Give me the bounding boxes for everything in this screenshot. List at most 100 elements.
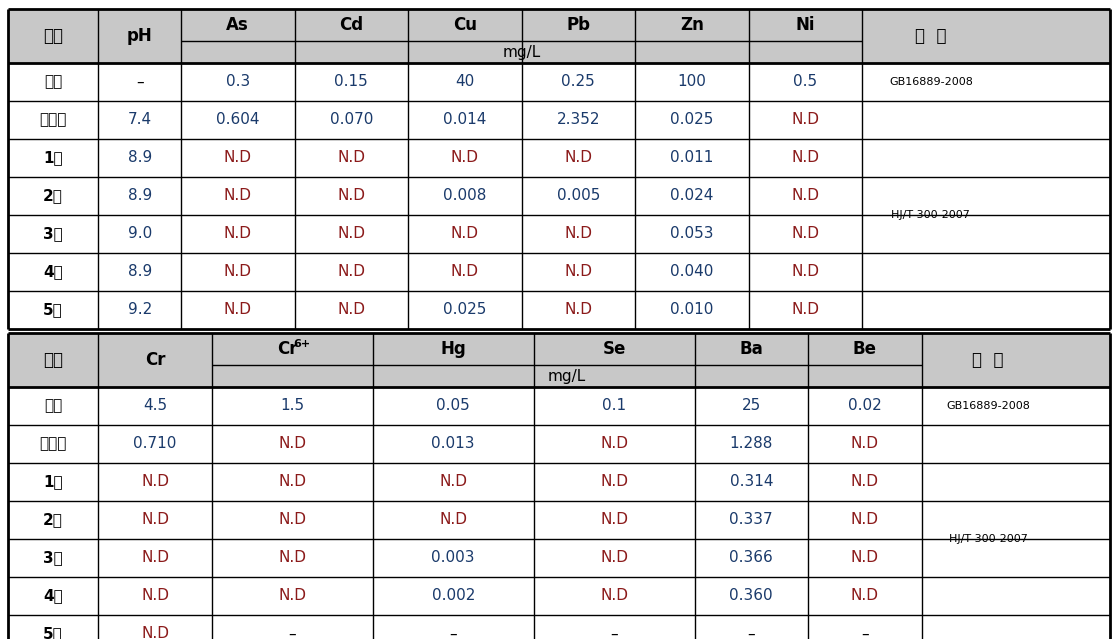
Text: N.D: N.D	[792, 112, 819, 128]
Bar	[8, 333, 1110, 387]
Text: N.D: N.D	[439, 475, 467, 489]
Text: 9.0: 9.0	[127, 226, 152, 242]
Text: mg/L: mg/L	[502, 45, 541, 59]
Text: 0.314: 0.314	[730, 475, 773, 489]
Text: 0.002: 0.002	[432, 589, 475, 603]
Text: N.D: N.D	[338, 189, 366, 203]
Text: HJ/T 300-2007: HJ/T 300-2007	[891, 210, 970, 220]
Text: N.D: N.D	[278, 589, 306, 603]
Text: N.D: N.D	[224, 151, 252, 166]
Text: 3회: 3회	[44, 551, 63, 566]
Text: 0.25: 0.25	[561, 75, 595, 89]
Text: N.D: N.D	[792, 151, 819, 166]
Text: 4회: 4회	[44, 589, 63, 603]
Text: 1.5: 1.5	[281, 399, 304, 413]
Text: N.D: N.D	[224, 189, 252, 203]
Text: 0.337: 0.337	[729, 512, 774, 528]
Text: N.D: N.D	[792, 226, 819, 242]
Text: 0.014: 0.014	[443, 112, 486, 128]
Text: N.D: N.D	[851, 436, 879, 452]
Text: N.D: N.D	[565, 265, 593, 279]
Text: 처리전: 처리전	[39, 112, 67, 128]
Text: Ni: Ni	[796, 16, 815, 34]
Text: 0.710: 0.710	[133, 436, 177, 452]
Text: 구분: 구분	[44, 351, 64, 369]
Text: 25: 25	[741, 399, 761, 413]
Text: 0.003: 0.003	[432, 551, 475, 566]
Bar	[8, 9, 1110, 63]
Bar	[8, 387, 1110, 639]
Text: N.D: N.D	[600, 436, 628, 452]
Text: N.D: N.D	[439, 512, 467, 528]
Text: Be: Be	[853, 340, 877, 358]
Text: –: –	[748, 626, 755, 639]
Text: 8.9: 8.9	[127, 151, 152, 166]
Text: N.D: N.D	[141, 626, 169, 639]
Text: 3회: 3회	[44, 226, 63, 242]
Text: N.D: N.D	[600, 512, 628, 528]
Text: N.D: N.D	[224, 302, 252, 318]
Text: N.D: N.D	[565, 302, 593, 318]
Text: –: –	[136, 75, 143, 89]
Text: N.D: N.D	[600, 475, 628, 489]
Text: 0.604: 0.604	[216, 112, 259, 128]
Text: N.D: N.D	[565, 226, 593, 242]
Text: 0.025: 0.025	[670, 112, 713, 128]
Text: Se: Se	[603, 340, 626, 358]
Text: 40: 40	[455, 75, 474, 89]
Text: HJ/T 300-2007: HJ/T 300-2007	[949, 534, 1027, 544]
Text: pH: pH	[126, 27, 152, 45]
Text: N.D: N.D	[338, 302, 366, 318]
Text: 비  고: 비 고	[916, 27, 947, 45]
Text: 0.040: 0.040	[670, 265, 713, 279]
Text: N.D: N.D	[141, 551, 169, 566]
Text: 1회: 1회	[44, 151, 63, 166]
Text: 1회: 1회	[44, 475, 63, 489]
Text: N.D: N.D	[851, 475, 879, 489]
Text: 2회: 2회	[44, 189, 63, 203]
Text: 0.053: 0.053	[670, 226, 713, 242]
Text: 비  고: 비 고	[973, 351, 1004, 369]
Text: N.D: N.D	[278, 551, 306, 566]
Text: 8.9: 8.9	[127, 189, 152, 203]
Text: 구분: 구분	[44, 27, 64, 45]
Text: N.D: N.D	[224, 265, 252, 279]
Text: GB16889-2008: GB16889-2008	[889, 77, 973, 87]
Text: N.D: N.D	[851, 512, 879, 528]
Text: –: –	[288, 626, 296, 639]
Text: 0.5: 0.5	[794, 75, 817, 89]
Text: N.D: N.D	[600, 589, 628, 603]
Text: N.D: N.D	[792, 189, 819, 203]
Text: N.D: N.D	[278, 475, 306, 489]
Text: Cu: Cu	[453, 16, 476, 34]
Text: 0.15: 0.15	[334, 75, 368, 89]
Text: 1.288: 1.288	[730, 436, 773, 452]
Text: N.D: N.D	[278, 436, 306, 452]
Text: N.D: N.D	[792, 302, 819, 318]
Text: 기준: 기준	[44, 75, 63, 89]
Text: 처리전: 처리전	[39, 436, 67, 452]
Text: N.D: N.D	[792, 265, 819, 279]
Text: 9.2: 9.2	[127, 302, 152, 318]
Bar	[8, 63, 1110, 329]
Text: 0.070: 0.070	[330, 112, 373, 128]
Text: Zn: Zn	[680, 16, 703, 34]
Text: N.D: N.D	[141, 475, 169, 489]
Text: 0.008: 0.008	[443, 189, 486, 203]
Text: 0.024: 0.024	[670, 189, 713, 203]
Text: 0.013: 0.013	[432, 436, 475, 452]
Text: Cr: Cr	[277, 340, 297, 358]
Text: 기준: 기준	[44, 399, 63, 413]
Text: 0.010: 0.010	[670, 302, 713, 318]
Text: N.D: N.D	[851, 589, 879, 603]
Text: –: –	[449, 626, 457, 639]
Text: –: –	[610, 626, 618, 639]
Text: 4.5: 4.5	[143, 399, 168, 413]
Text: 6+: 6+	[293, 339, 310, 349]
Text: N.D: N.D	[451, 226, 479, 242]
Text: 2회: 2회	[44, 512, 63, 528]
Text: 0.366: 0.366	[729, 551, 774, 566]
Text: As: As	[226, 16, 249, 34]
Text: N.D: N.D	[141, 512, 169, 528]
Text: Pb: Pb	[567, 16, 590, 34]
